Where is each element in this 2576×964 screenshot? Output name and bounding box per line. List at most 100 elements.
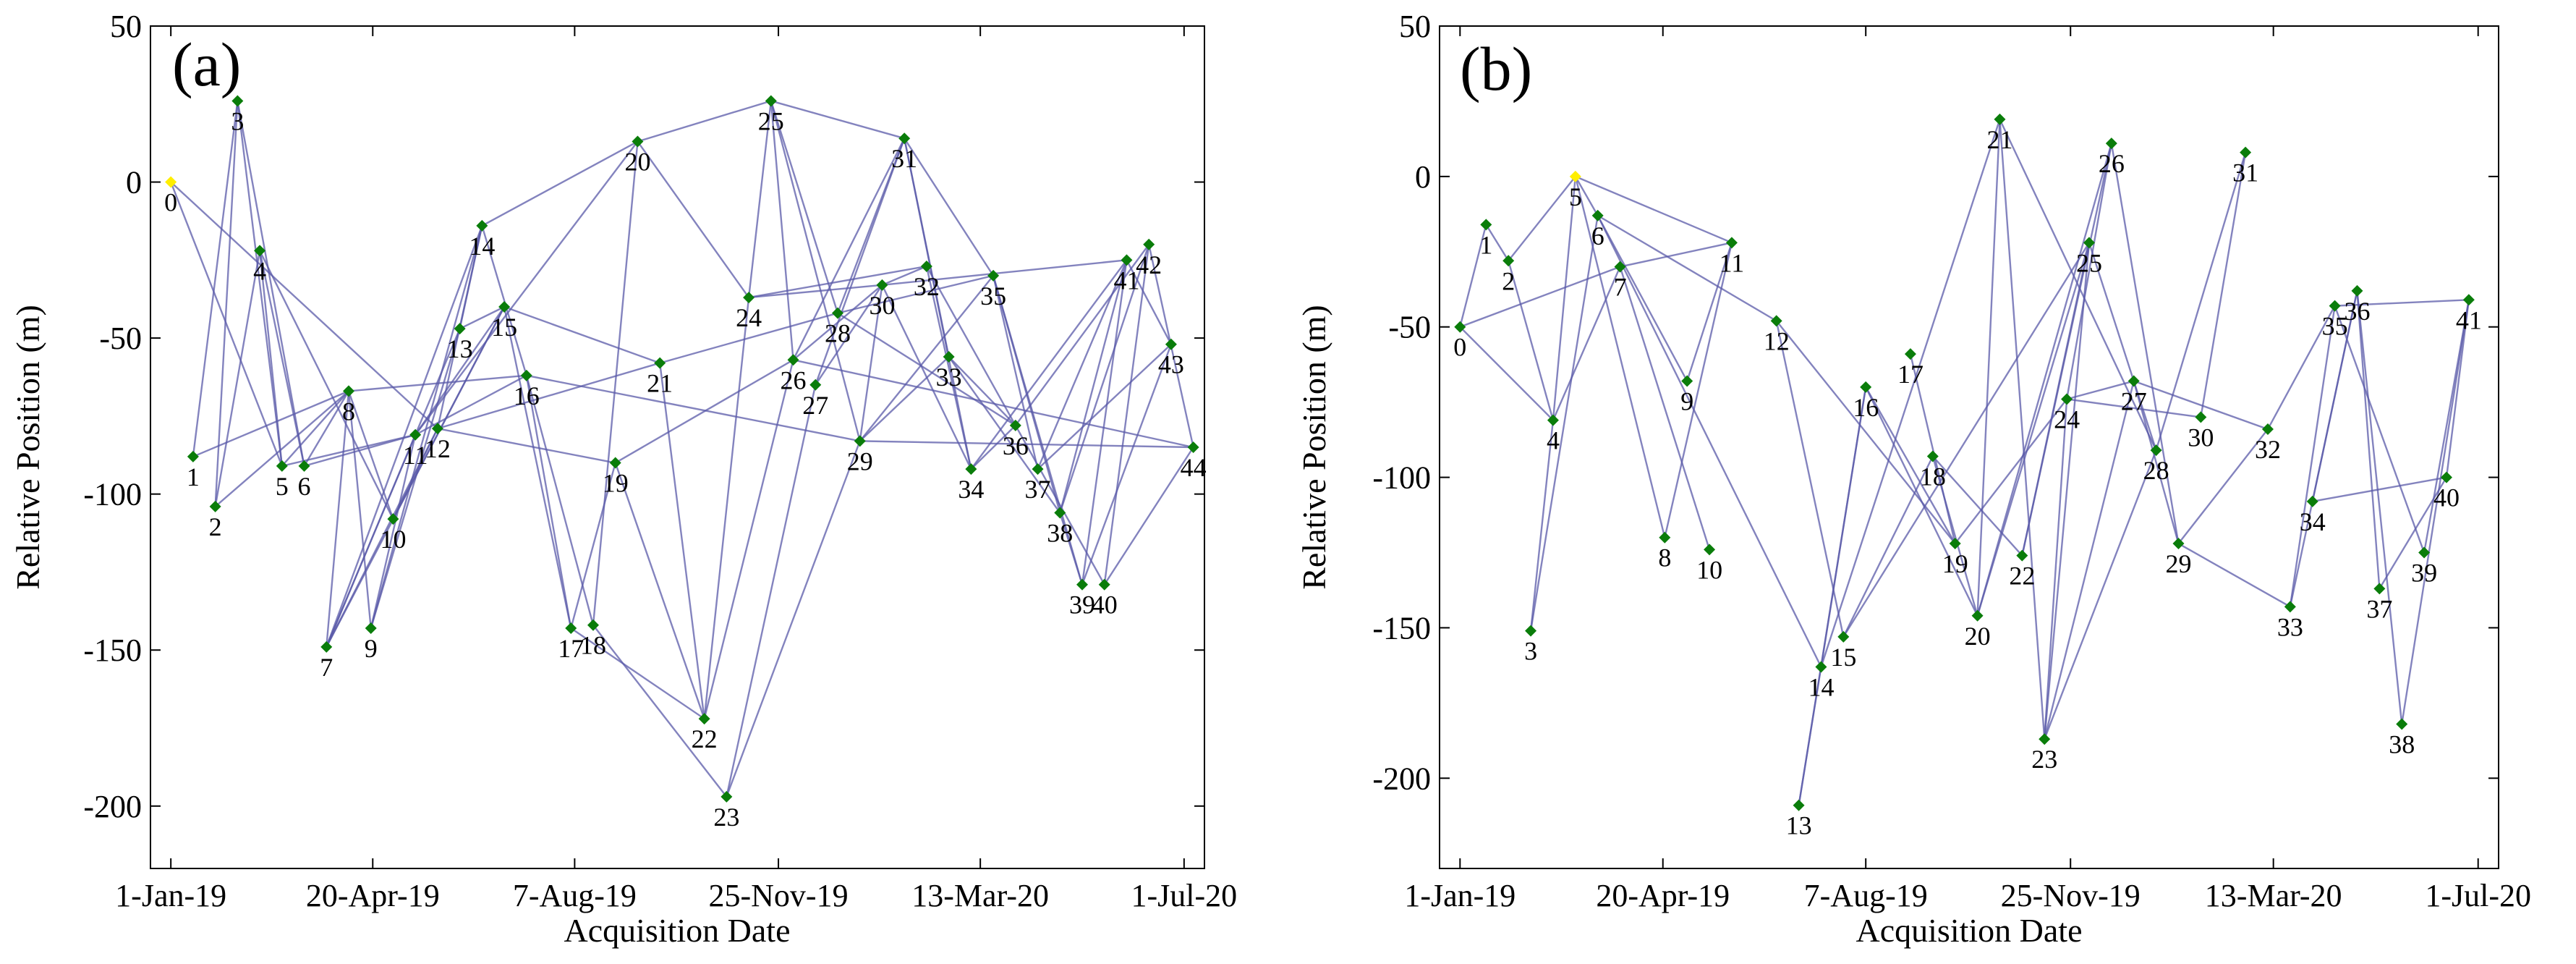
panel-b-interferogram-edge [1597, 215, 1822, 668]
panel-a-interferogram-edge [792, 138, 906, 360]
panel-a-acquisition-point [632, 135, 644, 148]
panel-b-interferogram-edge [1575, 175, 1733, 244]
panel-a-acquisition-point [365, 622, 377, 635]
panel-b-point-label: 36 [2344, 297, 2370, 326]
panel-a-acquisition-point [298, 460, 310, 472]
panel-b-point-label: 35 [2322, 312, 2348, 341]
panel-b-interferogram-edge [2401, 300, 2470, 724]
panel-b-interferogram-edge [2334, 299, 2469, 307]
panel-a-point-label: 5 [276, 472, 289, 501]
panel-b-acquisition-point [2083, 237, 2095, 249]
panel-a-interferogram-edge [437, 362, 660, 430]
panel-a-interferogram-edge [1059, 260, 1128, 513]
panel-b-acquisition-point [2127, 375, 2140, 387]
panel-b-interferogram-edge [1664, 242, 1733, 538]
panel-a-interferogram-edge [637, 140, 750, 298]
panel-b-point-label: 15 [1830, 643, 1856, 672]
panel-b-interferogram-edge [2133, 380, 2269, 431]
panel-a-point-label: 18 [580, 631, 606, 660]
panel-a-point-label: 31 [891, 144, 917, 173]
panel-b-acquisition-point [2240, 146, 2252, 158]
panel-a-interferogram-edge [348, 374, 527, 392]
panel-a-point-label: 11 [403, 441, 428, 470]
panel-a-point-label: 3 [231, 106, 244, 135]
panel-a-x-axis: 1-Jan-19 20-Apr-19 7-Aug-19 25-Nov-19 13-Mar… [115, 26, 1237, 913]
panel-a-point-label: 29 [847, 447, 873, 475]
panel-b-interferogram-edge [1931, 455, 2023, 557]
panel-a-interferogram-edge [925, 266, 972, 470]
panel-a-interferogram-edge [437, 427, 616, 464]
panel-a-interferogram-edge [1037, 343, 1172, 470]
panel-b-acquisition-point [2061, 393, 2073, 405]
panel-a-interferogram-edge [881, 284, 972, 470]
panel-b-acquisition-point [1949, 538, 1961, 550]
panel-b-interferogram-edge [2423, 300, 2470, 553]
panel-a-interferogram-edge [703, 297, 750, 719]
panel-a-x-axis-title: Acquisition Date [564, 912, 791, 949]
panel-b-point-label: 38 [2389, 730, 2415, 758]
panel-a-acquisition-point [1187, 441, 1199, 453]
panel-b-acquisition-point [1659, 531, 1671, 544]
panel-b-point-label: 22 [2009, 562, 2035, 591]
panel-b-acquisition-point [2329, 300, 2341, 312]
panel-a-acquisition-point [987, 269, 1000, 282]
panel-b-acquisition-point [1815, 661, 1827, 673]
panel-b-acquisition-point [1614, 261, 1626, 273]
panel-a-acquisition-point [654, 357, 666, 369]
panel-b-acquisition-point [2195, 411, 2207, 423]
panel-b-acquisition-point [1725, 237, 1738, 249]
panel-a-interferogram-edge [992, 275, 1039, 470]
panel-b-point-label: 26 [2099, 149, 2125, 178]
panel-a-interferogram-edge [837, 274, 994, 314]
panel-b-interferogram-edge [2334, 305, 2426, 553]
panel-b-interferogram-edge [2311, 290, 2358, 502]
panel-b-x-axis-title: Acquisition Date [1856, 912, 2083, 949]
panel-a-interferogram-edge [503, 305, 660, 364]
panel-a-acquisition-point [1143, 238, 1155, 250]
panel-a-acquisition-point [765, 95, 777, 107]
panel-a-interferogram-edge [836, 138, 906, 314]
panel-a-interferogram-edge [481, 140, 639, 227]
panel-a-x-tick-label: 7-Aug-19 [513, 878, 637, 913]
panel-b-interferogram-edge [2133, 381, 2180, 544]
panel-b-point-label: 10 [1696, 555, 1722, 584]
panel-b-point-label: 25 [2076, 248, 2102, 277]
panel-a-point-label: 21 [647, 369, 673, 398]
panel-a-acquisition-point [254, 245, 266, 257]
panel-b-interferogram-edge [2289, 305, 2336, 607]
panel-a-interferogram-edge [992, 275, 1084, 585]
panel-b-point-label: 24 [2054, 405, 2080, 434]
panel-b-interferogram-edge [1459, 224, 1487, 328]
panel-b-interferogram-edge [1574, 176, 1599, 216]
panel-b-acquisition-point [2373, 583, 2386, 595]
panel-a-point-label: 42 [1136, 250, 1162, 279]
panel-b-interferogram-edge [1619, 266, 1711, 550]
panel-b-acquisition-point [1994, 113, 2006, 125]
panel-a-x-tick-label: 20-Apr-19 [306, 878, 440, 913]
panel-a-acquisition-point [743, 292, 755, 304]
panel-a-point-label: 10 [380, 525, 406, 554]
panel-a-interferogram-edge [770, 101, 861, 441]
panel-a-acquisition-point [943, 350, 955, 363]
panel-a-acquisition-point [787, 354, 799, 366]
panel-a-point-label: 40 [1092, 591, 1118, 620]
panel-a-interferogram-edge [459, 225, 483, 329]
panel-a-acquisition-point [409, 428, 422, 441]
panel-a-point-label: 32 [914, 272, 940, 301]
panel-b-acquisition-point [2418, 546, 2431, 559]
panel-a-point-label: 22 [692, 724, 718, 753]
panel-a-interferogram-edge [592, 624, 728, 798]
panel-b-interferogram-edge [2312, 476, 2447, 503]
panel-a-acquisition-point [209, 500, 221, 512]
panel-a-interferogram-edge [904, 138, 995, 276]
panel-b-interferogram-edge [1954, 398, 2068, 544]
panel-a-interferogram-edge [637, 100, 772, 143]
panel-b-point-label: 34 [2300, 507, 2326, 536]
panel-a-interferogram-edge [214, 390, 349, 507]
panel-a-acquisition-point [1009, 419, 1021, 431]
panel-a-interferogram-edge [347, 391, 394, 520]
panel-a-point-label: 6 [298, 472, 311, 501]
panel-b-acquisition-point [2462, 294, 2475, 306]
panel-a-interferogram-edge [1014, 425, 1105, 585]
panel-a-interferogram-edge [415, 306, 506, 436]
